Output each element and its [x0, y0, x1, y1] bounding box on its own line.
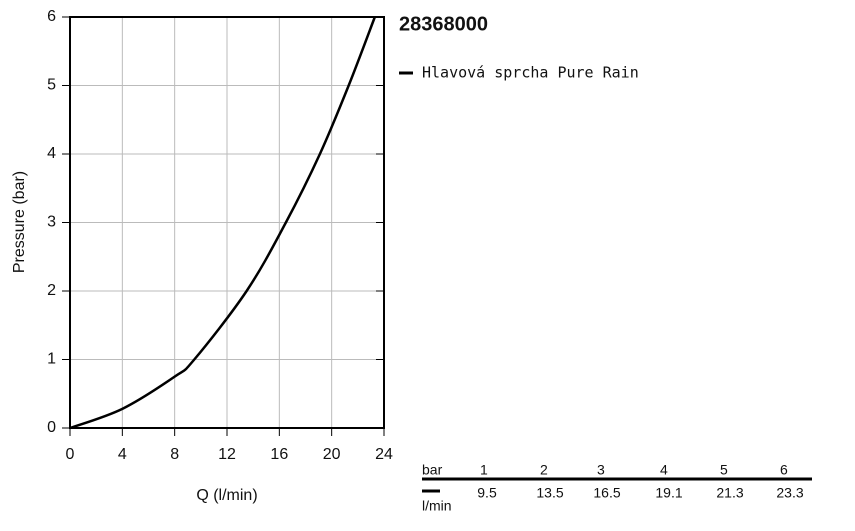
y-tick-label: 0: [47, 419, 56, 436]
y-axis-label: Pressure (bar): [11, 171, 28, 273]
table-cell: 23.3: [776, 485, 803, 501]
table-cell: 4: [660, 462, 668, 478]
x-tick-label: 0: [66, 446, 75, 463]
y-tick-label: 3: [47, 214, 56, 231]
y-tick-label: 4: [47, 145, 56, 162]
table-cell: 1: [480, 462, 488, 478]
x-axis-label: Q (l/min): [196, 487, 257, 504]
y-tick-label: 5: [47, 77, 56, 94]
curve: [69, 16, 377, 430]
table-cell: 5: [720, 462, 728, 478]
table-cell: 2: [540, 462, 548, 478]
table-cell: 21.3: [716, 485, 743, 501]
x-tick-label: 12: [218, 446, 236, 463]
table-row-label: bar: [422, 462, 443, 478]
table-cell: 19.1: [655, 485, 682, 501]
table-row-label: l/min: [422, 498, 452, 514]
table-cell: 13.5: [536, 485, 563, 501]
table-cell: 6: [780, 462, 788, 478]
y-tick-label: 6: [47, 8, 56, 25]
table-cell: 3: [597, 462, 605, 478]
plot-frame: [69, 16, 385, 429]
x-tick-label: 16: [270, 446, 288, 463]
y-tick-label: 1: [47, 351, 56, 368]
legend-label: Hlavová sprcha Pure Rain: [422, 64, 639, 82]
y-tick-label: 2: [47, 282, 56, 299]
table-cell: 16.5: [593, 485, 620, 501]
x-tick-label: 20: [323, 446, 341, 463]
x-tick-label: 8: [170, 446, 179, 463]
table-cell: 9.5: [477, 485, 497, 501]
x-tick-label: 24: [375, 446, 393, 463]
chart-title: 28368000: [399, 13, 488, 35]
x-tick-label: 4: [118, 446, 127, 463]
